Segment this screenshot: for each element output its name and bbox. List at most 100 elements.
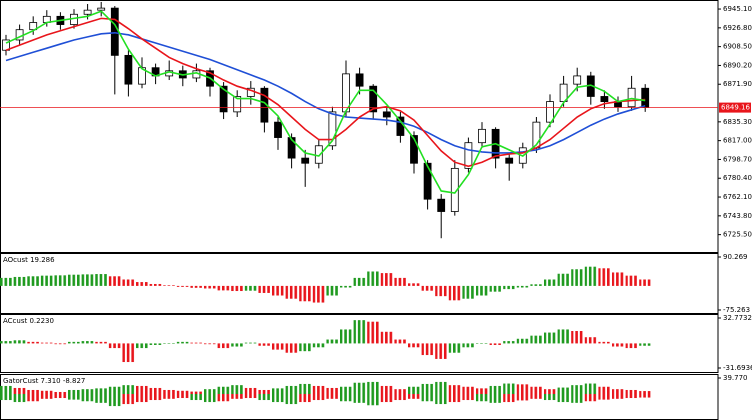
histogram-bar: [40, 342, 53, 344]
histogram-bar: [476, 343, 488, 344]
histogram-bar: [13, 340, 26, 344]
histogram-bar: [190, 285, 203, 288]
histogram-bar: [448, 343, 461, 353]
histogram-bar: [244, 387, 257, 394]
panel-frame: [0, 314, 719, 373]
histogram-bar: [149, 394, 162, 401]
histogram-bar: [122, 385, 135, 394]
panel-title: GatorCust 7.310 -8.827: [3, 377, 85, 385]
histogram-bar: [571, 385, 584, 394]
histogram-bar: [312, 285, 325, 303]
histogram-bar: [530, 394, 543, 399]
histogram-bar: [530, 335, 543, 344]
histogram-bar: [503, 383, 516, 394]
histogram-bar: [163, 394, 176, 399]
histogram-bar: [571, 269, 584, 286]
candle-body: [274, 121, 282, 138]
histogram-bar: [40, 390, 53, 394]
candle-body: [450, 167, 459, 212]
histogram-bar: [204, 343, 216, 345]
histogram-bar: [326, 387, 339, 394]
histogram-bar: [299, 383, 312, 394]
histogram-bar: [68, 274, 80, 286]
histogram-bar: [68, 389, 80, 394]
moving-average: [5, 17, 646, 168]
histogram-bar: [639, 279, 652, 286]
histogram-bar: [27, 394, 40, 402]
histogram-bar: [326, 394, 339, 399]
histogram-bar: [639, 394, 652, 398]
histogram-bar: [13, 276, 26, 286]
histogram-bar: [380, 394, 393, 403]
histogram-bar: [13, 387, 26, 394]
histogram-bar: [81, 274, 94, 286]
candle-body: [233, 96, 242, 113]
histogram-bar: [584, 394, 597, 402]
histogram-bar: [54, 343, 67, 345]
histogram-bar: [435, 343, 448, 359]
histogram-bar: [176, 390, 189, 394]
candle-body: [287, 137, 296, 159]
y-tick-label: 90.269: [723, 253, 748, 261]
histogram-bar: [435, 285, 448, 297]
histogram-bar: [176, 394, 189, 399]
histogram-bar: [394, 394, 407, 401]
candle-body: [505, 157, 514, 164]
histogram-bar: [108, 343, 121, 349]
candle-body: [627, 87, 636, 108]
histogram-bar: [231, 285, 244, 292]
histogram-bar: [489, 343, 502, 345]
histogram-bar: [190, 342, 203, 344]
histogram-bar: [340, 285, 352, 288]
histogram-bar: [625, 394, 638, 399]
histogram-bar: [40, 394, 53, 399]
histogram-bar: [612, 343, 624, 347]
histogram-bar: [54, 394, 67, 399]
histogram-bar: [272, 285, 284, 296]
histogram-bar: [557, 273, 570, 286]
moving-average: [5, 10, 646, 194]
histogram-bar: [81, 389, 94, 394]
histogram-bar: [516, 338, 529, 344]
histogram-bar: [598, 386, 611, 394]
histogram-bar: [217, 343, 230, 349]
histogram-bar: [190, 394, 203, 401]
histogram-bar: [476, 285, 488, 296]
histogram-bar: [312, 385, 325, 394]
histogram-bar: [489, 385, 502, 394]
histogram-bar: [353, 277, 366, 286]
panel-title: ACcust 0.2230: [3, 317, 54, 325]
y-tick-label: 6762.10: [723, 193, 752, 201]
histogram-bar: [625, 275, 638, 286]
y-tick-label: 6725.50: [723, 231, 752, 239]
histogram-bar: [462, 394, 475, 401]
histogram-bar: [190, 391, 203, 394]
histogram-bar: [204, 394, 216, 403]
histogram-bar: [448, 394, 461, 403]
histogram-bar: [149, 387, 162, 394]
histogram-bar: [136, 343, 148, 349]
histogram-bar: [244, 342, 257, 344]
candle-body: [437, 198, 446, 212]
histogram-bar: [503, 341, 516, 344]
histogram-bar: [340, 394, 352, 402]
histogram-bar: [13, 394, 26, 403]
histogram-bar: [122, 279, 135, 286]
histogram-bar: [530, 386, 543, 394]
histogram-bar: [489, 394, 502, 403]
candle-body: [546, 101, 554, 123]
histogram-bar: [353, 320, 366, 344]
histogram-bar: [380, 331, 393, 344]
histogram-bar: [326, 285, 339, 296]
histogram-bar: [54, 275, 67, 286]
candle-body: [97, 7, 106, 11]
histogram-bar: [462, 386, 475, 394]
y-tick-label: 6835.30: [723, 118, 752, 126]
histogram-bar: [299, 343, 312, 352]
histogram-bar: [394, 389, 407, 394]
histogram-bar: [448, 285, 461, 301]
candle-body: [396, 116, 405, 136]
histogram-bar: [122, 343, 135, 363]
histogram-bar: [612, 389, 624, 394]
histogram-bar: [625, 343, 638, 349]
